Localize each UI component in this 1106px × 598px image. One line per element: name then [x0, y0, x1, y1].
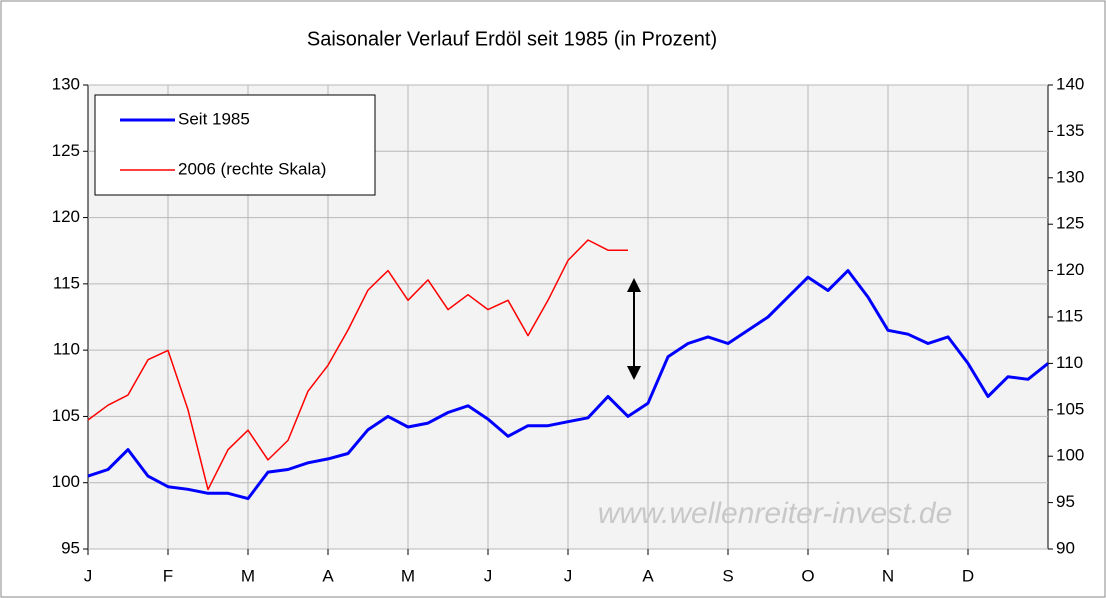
y-tick-label: 110 [53, 340, 80, 359]
x-tick-label: M [401, 566, 415, 585]
x-tick-label: N [882, 566, 894, 585]
line-series [87, 239, 628, 491]
line-series [87, 269, 1049, 501]
legend-label: Seit 1985 [178, 109, 250, 128]
x-tick-label: S [722, 566, 733, 585]
y-tick-label: 115 [53, 273, 80, 292]
x-tick-label: D [962, 566, 974, 585]
y-tick-label: 125 [52, 141, 80, 160]
x-tick-label: A [642, 566, 654, 585]
y-tick-label: 95 [61, 538, 80, 557]
x-tick-label: O [801, 566, 814, 585]
x-tick-label: J [484, 566, 493, 585]
y-tick-label: 105 [52, 406, 80, 425]
y2-tick-label: 125 [1056, 214, 1084, 233]
y2-tick-label: 95 [1056, 492, 1075, 511]
y2-tick-label: 140 [1056, 74, 1084, 93]
x-tick-label: A [322, 566, 334, 585]
grid [88, 84, 1048, 550]
y2-tick-label: 100 [1056, 446, 1084, 465]
x-tick-label: F [163, 566, 173, 585]
y2-tick-label: 130 [1056, 167, 1084, 186]
y2-tick-label: 135 [1056, 121, 1084, 140]
y-tick-label: 130 [52, 74, 80, 93]
y2-tick-label: 105 [1056, 399, 1084, 418]
y-tick-label: 100 [52, 472, 80, 491]
watermark: www.wellenreiter-invest.de [598, 497, 953, 530]
y2-tick-label: 115 [1056, 306, 1083, 325]
legend [94, 94, 376, 196]
legend-label: 2006 (rechte Skala) [178, 159, 326, 178]
chart-title: Saisonaler Verlauf Erdöl seit 1985 (in P… [307, 28, 717, 50]
y2-tick-label: 110 [1056, 353, 1083, 372]
arrow [627, 278, 641, 380]
lines [87, 239, 1049, 501]
legend-entries: Seit 1985 2006 (rechte Skala) [120, 109, 326, 178]
x-tick-label: J [564, 566, 573, 585]
x-tick-label: M [241, 566, 255, 585]
y2-tick-label: 120 [1056, 260, 1084, 279]
y-tick-label: 120 [52, 207, 80, 226]
x-tick-label: J [84, 566, 93, 585]
y2-tick-label: 90 [1056, 538, 1075, 557]
